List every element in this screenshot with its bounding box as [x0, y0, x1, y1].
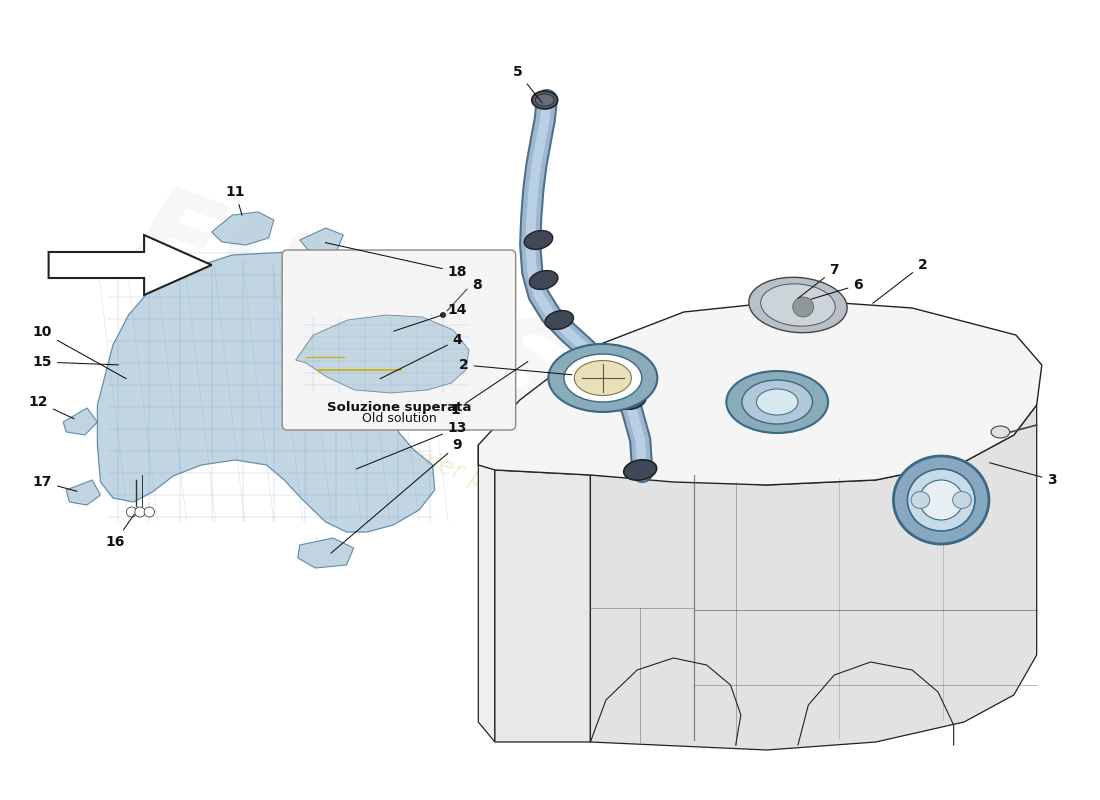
Polygon shape	[478, 300, 1042, 485]
Text: 2: 2	[459, 358, 572, 374]
Polygon shape	[98, 252, 443, 532]
Text: 18: 18	[326, 242, 468, 279]
Ellipse shape	[618, 390, 646, 410]
Text: a premier parts since 1985: a premier parts since 1985	[344, 421, 671, 559]
Text: 13: 13	[356, 421, 468, 469]
Ellipse shape	[726, 371, 828, 433]
Ellipse shape	[953, 491, 971, 509]
Ellipse shape	[536, 94, 554, 106]
Text: 15: 15	[33, 355, 119, 369]
Polygon shape	[478, 445, 495, 742]
Polygon shape	[66, 480, 100, 505]
Text: 2: 2	[872, 258, 927, 303]
Polygon shape	[296, 315, 469, 393]
Ellipse shape	[911, 491, 930, 509]
Polygon shape	[298, 538, 354, 568]
Text: 10: 10	[33, 325, 126, 378]
Polygon shape	[63, 408, 98, 435]
Ellipse shape	[549, 344, 658, 412]
Text: EUROSPARES: EUROSPARES	[118, 176, 980, 584]
Ellipse shape	[761, 284, 835, 326]
Ellipse shape	[529, 270, 558, 290]
Text: 5: 5	[513, 65, 542, 103]
Text: 7: 7	[799, 263, 839, 298]
Ellipse shape	[893, 456, 989, 544]
Text: Old solution: Old solution	[362, 413, 437, 426]
FancyBboxPatch shape	[282, 250, 516, 430]
Text: 12: 12	[29, 395, 74, 419]
Text: 6: 6	[811, 278, 864, 299]
Text: 8: 8	[472, 278, 482, 292]
Ellipse shape	[908, 469, 975, 531]
Ellipse shape	[564, 354, 641, 402]
Text: 11: 11	[226, 185, 245, 215]
Ellipse shape	[531, 91, 558, 109]
Text: 9: 9	[331, 438, 462, 553]
Ellipse shape	[741, 380, 813, 424]
Ellipse shape	[624, 460, 657, 480]
Polygon shape	[211, 212, 274, 245]
Polygon shape	[591, 405, 1036, 750]
Polygon shape	[300, 228, 343, 255]
Ellipse shape	[991, 426, 1010, 438]
Text: 3: 3	[990, 462, 1057, 487]
Text: 16: 16	[106, 514, 134, 549]
Circle shape	[793, 297, 814, 317]
Circle shape	[440, 312, 447, 318]
Circle shape	[144, 507, 154, 517]
Text: 4: 4	[381, 333, 462, 378]
Text: 14: 14	[394, 303, 468, 331]
Ellipse shape	[576, 346, 605, 365]
Polygon shape	[495, 470, 591, 742]
Ellipse shape	[525, 230, 552, 250]
Ellipse shape	[920, 480, 962, 520]
Circle shape	[126, 507, 136, 517]
Circle shape	[135, 507, 145, 517]
Text: 1: 1	[451, 362, 528, 417]
Ellipse shape	[749, 278, 847, 333]
Polygon shape	[48, 235, 211, 295]
Ellipse shape	[574, 361, 631, 395]
Ellipse shape	[757, 389, 798, 415]
Ellipse shape	[544, 310, 573, 330]
Text: 17: 17	[33, 475, 77, 491]
Text: Soluzione superata: Soluzione superata	[327, 401, 471, 414]
